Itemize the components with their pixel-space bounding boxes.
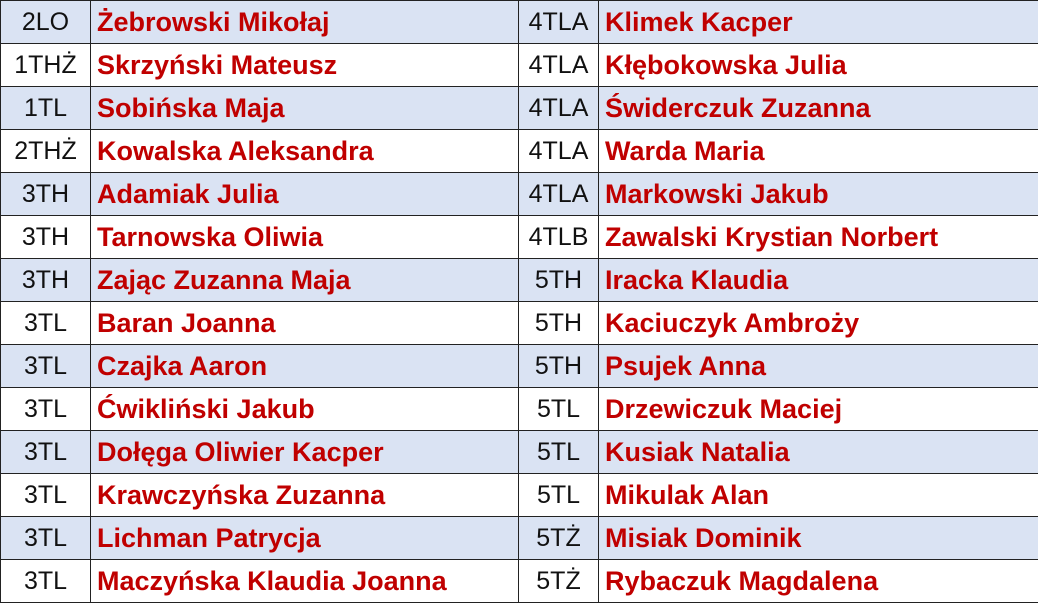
class-cell: 5TH [518,301,599,345]
name-cell: Baran Joanna [90,301,519,345]
class-cell: 1TL [0,86,91,130]
name-cell: Adamiak Julia [90,172,519,216]
table-row: 3TL Ćwikliński Jakub 5TL Drzewiczuk Maciej [0,387,1038,431]
class-cell: 2LO [0,0,91,44]
class-cell: 4TLA [518,129,599,173]
name-cell: Kusiak Natalia [598,430,1038,474]
name-cell: Markowski Jakub [598,172,1038,216]
class-cell: 4TLA [518,0,599,44]
class-cell: 5TL [518,387,599,431]
name-cell: Zając Zuzanna Maja [90,258,519,302]
class-cell: 1THŻ [0,43,91,87]
class-cell: 3TL [0,559,91,603]
table-row: 3TL Krawczyńska Zuzanna 5TL Mikulak Alan [0,473,1038,517]
class-cell: 4TLA [518,86,599,130]
name-cell: Kaciuczyk Ambroży [598,301,1038,345]
name-cell: Czajka Aaron [90,344,519,388]
table-row: 3TL Dołęga Oliwier Kacper 5TL Kusiak Natali… [0,430,1038,474]
class-cell: 3TH [0,172,91,216]
name-cell: Rybaczuk Magdalena [598,559,1038,603]
table-row: 3TL Lichman Patrycja 5TŻ Misiak Dominik [0,516,1038,560]
name-cell: Psujek Anna [598,344,1038,388]
class-cell: 3TH [0,258,91,302]
name-cell: Skrzyński Mateusz [90,43,519,87]
name-cell: Krawczyńska Zuzanna [90,473,519,517]
name-cell: Kowalska Aleksandra [90,129,519,173]
class-cell: 4TLA [518,172,599,216]
class-cell: 5TŻ [518,516,599,560]
table-row: 3TL Maczyńska Klaudia Joanna 5TŻ Rybaczuk M… [0,559,1038,603]
name-cell: Świderczuk Zuzanna [598,86,1038,130]
name-cell: Lichman Patrycja [90,516,519,560]
class-cell: 3TH [0,215,91,259]
name-cell: Drzewiczuk Maciej [598,387,1038,431]
table-row: 3TH Zając Zuzanna Maja 5TH Iracka Klaudia [0,258,1038,302]
table-row: 1TL Sobińska Maja 4TLA Świderczuk Zuzanna [0,86,1038,130]
name-cell: Maczyńska Klaudia Joanna [90,559,519,603]
name-cell: Zawalski Krystian Norbert [598,215,1038,259]
table-row: 2THŻ Kowalska Aleksandra 4TLA Warda Maria [0,129,1038,173]
table-row: 3TL Baran Joanna 5TH Kaciuczyk Ambroży [0,301,1038,345]
name-cell: Iracka Klaudia [598,258,1038,302]
class-cell: 5TŻ [518,559,599,603]
class-cell: 4TLB [518,215,599,259]
class-cell: 3TL [0,473,91,517]
name-cell: Klimek Kacper [598,0,1038,44]
class-cell: 3TL [0,301,91,345]
name-cell: Ćwikliński Jakub [90,387,519,431]
table-row: 1THŻ Skrzyński Mateusz 4TLA Kłębokowska Jul… [0,43,1038,87]
name-cell: Tarnowska Oliwia [90,215,519,259]
table-row: 3TL Czajka Aaron 5TH Psujek Anna [0,344,1038,388]
table-row: 2LO Żebrowski Mikołaj 4TLA Klimek Kacper [0,0,1038,44]
class-cell: 5TH [518,344,599,388]
name-cell: Warda Maria [598,129,1038,173]
class-cell: 5TL [518,430,599,474]
table-row: 3TH Adamiak Julia 4TLA Markowski Jakub [0,172,1038,216]
name-cell: Misiak Dominik [598,516,1038,560]
table-row: 3TH Tarnowska Oliwia 4TLB Zawalski Krystian… [0,215,1038,259]
class-cell: 3TL [0,344,91,388]
class-cell: 3TL [0,430,91,474]
name-cell: Mikulak Alan [598,473,1038,517]
name-cell: Kłębokowska Julia [598,43,1038,87]
name-cell: Sobińska Maja [90,86,519,130]
name-cell: Dołęga Oliwier Kacper [90,430,519,474]
name-cell: Żebrowski Mikołaj [90,0,519,44]
class-cell: 4TLA [518,43,599,87]
class-cell: 5TH [518,258,599,302]
class-cell: 3TL [0,387,91,431]
class-cell: 3TL [0,516,91,560]
class-cell: 5TL [518,473,599,517]
class-cell: 2THŻ [0,129,91,173]
